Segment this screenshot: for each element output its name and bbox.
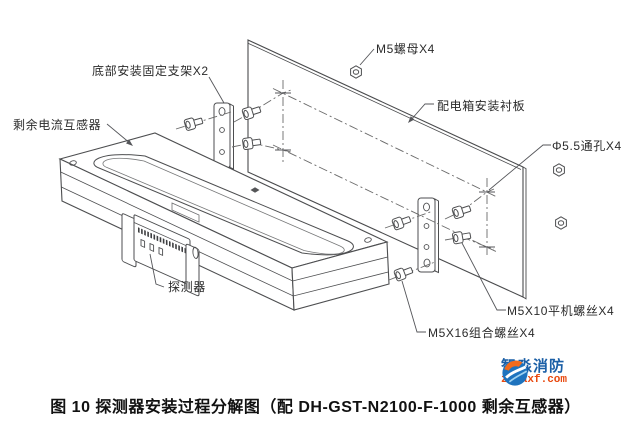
- right-fixing-bracket: [417, 197, 439, 274]
- site-watermark: 智淼消防 zmjaxf.com: [501, 359, 567, 386]
- zhimiao-logo-icon: [502, 360, 528, 386]
- indicator-1: [140, 238, 146, 249]
- left-fixing-bracket: [213, 102, 234, 170]
- leader-lines: [106, 48, 551, 333]
- label-screw-m5x16: M5X16组合螺丝X4: [428, 325, 535, 340]
- m5-nut-top: [350, 65, 362, 79]
- screw-m5x16-right-bottom: [393, 264, 415, 282]
- label-through-hole: Φ5.5通孔X4: [552, 139, 622, 153]
- label-panel: 配电箱安装衬板: [437, 98, 525, 113]
- callout-labels: 底部安装固定支架X2 剩余电流互感器 M5螺母X4 配电箱安装衬板 Φ5.5通孔…: [13, 42, 622, 340]
- ring-slot-outer: [93, 154, 354, 256]
- hole-cross-marks: [275, 92, 495, 248]
- label-screw-m5x10: M5X10平机螺丝X4: [507, 304, 614, 318]
- m5-nut-right-lower: [555, 216, 567, 230]
- label-m5-nut: M5螺母X4: [376, 42, 435, 56]
- front-recess: [171, 202, 200, 223]
- leader-arrowheads: [126, 116, 415, 146]
- center-mark: [250, 187, 260, 193]
- corner-hole-left: [69, 160, 77, 166]
- figure-caption: 图 10 探测器安装过程分解图（配 DH-GST-N2100-F-1000 剩余…: [50, 399, 581, 416]
- corner-hole-right: [364, 237, 372, 243]
- label-transformer: 剩余电流互感器: [13, 117, 101, 132]
- screw-m5x16-left: [183, 114, 205, 132]
- side-latch: [192, 246, 199, 259]
- label-detector: 探测器: [168, 280, 206, 294]
- m5-nut-right-upper: [553, 163, 565, 177]
- indicator-2: [149, 242, 155, 253]
- detector-unit: [121, 213, 200, 297]
- ring-slot-inner: [102, 157, 345, 255]
- label-bottom-bracket: 底部安装固定支架X2: [92, 63, 209, 78]
- indicator-3: [158, 246, 164, 257]
- watermark-site: zmjaxf.com: [501, 373, 568, 386]
